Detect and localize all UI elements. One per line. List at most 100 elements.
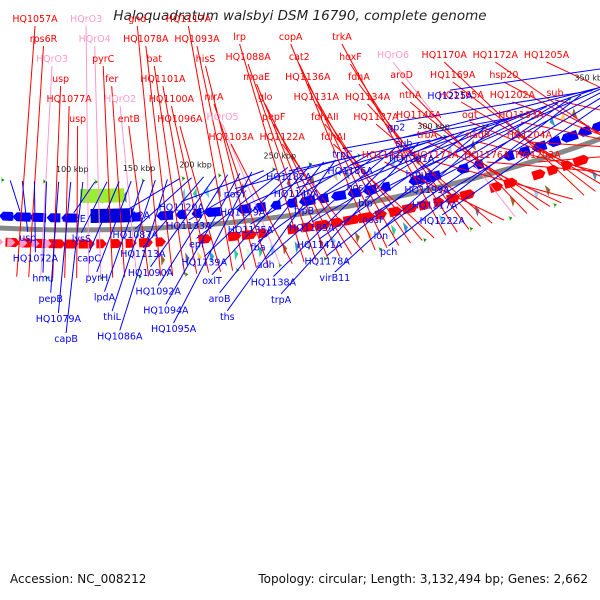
leader-line bbox=[9, 180, 21, 212]
forward-gene-label: hoxF bbox=[339, 52, 362, 63]
cog-box bbox=[294, 241, 300, 254]
forward-gene-label: usp bbox=[69, 114, 86, 125]
rna-gene bbox=[43, 239, 52, 248]
leader-line-layer bbox=[9, 25, 600, 334]
forward-gene-label: nadR bbox=[466, 130, 491, 141]
reverse-gene-label: HQ1094A bbox=[143, 305, 189, 316]
reverse-gene-label: HQ1178A bbox=[304, 257, 350, 268]
cog-box bbox=[309, 173, 315, 186]
reverse-gene-label: capB bbox=[54, 334, 78, 345]
leader-line bbox=[319, 127, 478, 240]
forward-gene-label: HQ1142A bbox=[362, 150, 408, 161]
leader-line bbox=[173, 171, 253, 324]
forward-gene-label: HQrO3 bbox=[70, 14, 102, 25]
forward-gene-label: HQ1170A bbox=[422, 50, 468, 61]
reverse-gene-arrow bbox=[577, 125, 593, 137]
leader-line bbox=[342, 117, 513, 150]
leader-line bbox=[426, 141, 562, 204]
leader-line bbox=[128, 125, 150, 277]
reverse-gene-label: nosY bbox=[224, 190, 247, 201]
leader-line bbox=[145, 45, 174, 276]
reverse-gene-label: HQ1140A bbox=[274, 189, 320, 200]
leader-line bbox=[529, 141, 600, 147]
reverse-gene-label: usp bbox=[19, 233, 36, 244]
leader-line bbox=[434, 97, 600, 201]
leader-line bbox=[546, 61, 600, 88]
leader-line bbox=[88, 181, 120, 253]
leader-line bbox=[213, 103, 269, 267]
accession-text: Accession: NC_008212 bbox=[10, 572, 147, 586]
leader-line bbox=[554, 99, 600, 111]
cog-box bbox=[185, 252, 190, 265]
reverse-gene-label: hmu2 bbox=[406, 170, 433, 181]
reverse-gene-label: HQ1135A bbox=[228, 225, 274, 236]
marker-tick bbox=[377, 246, 383, 252]
reverse-gene-label: HQ1186A bbox=[328, 166, 374, 177]
reverse-gene-arrow bbox=[175, 209, 187, 220]
reverse-gene-label: adh bbox=[257, 260, 275, 271]
leader-line bbox=[234, 157, 348, 190]
reverse-gene-label: HQ1179A bbox=[220, 207, 266, 218]
leader-line bbox=[435, 161, 573, 200]
forward-gene-label: HQ1057A bbox=[12, 14, 58, 25]
leader-line bbox=[40, 65, 53, 278]
tick-label: 350 kbp bbox=[574, 74, 600, 83]
leader-line bbox=[265, 147, 396, 260]
forward-gene-label: HQrO4 bbox=[79, 34, 111, 45]
marker-tick bbox=[552, 202, 557, 208]
reverse-gene-label: HQ1139A bbox=[182, 258, 228, 269]
forward-gene-label: moaE bbox=[243, 72, 270, 83]
leader-line bbox=[334, 120, 501, 273]
leader-line bbox=[324, 123, 423, 241]
forward-gene-label: gnd bbox=[128, 14, 146, 25]
forward-gene-label: glo bbox=[258, 92, 273, 103]
forward-gene-label: nthA bbox=[399, 90, 422, 101]
map-title: Haloquadratum walsbyi DSM 16790, complet… bbox=[113, 8, 487, 24]
leader-line bbox=[273, 123, 353, 255]
leader-line bbox=[196, 45, 245, 270]
leader-line bbox=[188, 168, 277, 221]
reverse-gene-label: trpB bbox=[294, 206, 314, 217]
reverse-gene-label: HQ1222A bbox=[420, 216, 466, 227]
reverse-gene-label: gp2 bbox=[387, 123, 405, 134]
cog-box bbox=[258, 245, 263, 258]
cog-box bbox=[560, 111, 567, 124]
leader-line bbox=[80, 181, 108, 234]
reverse-gene-label: HQ1095A bbox=[151, 324, 197, 335]
leader-line bbox=[136, 25, 162, 276]
forward-gene-label: trbA bbox=[417, 130, 438, 141]
leader-line bbox=[512, 101, 600, 135]
forward-gene-label: sub bbox=[546, 88, 563, 99]
marker-tick bbox=[217, 173, 222, 179]
forward-gene-label: entB bbox=[118, 114, 140, 125]
forward-gene-label: HQ1134A bbox=[345, 92, 391, 103]
forward-gene-arrow bbox=[110, 239, 123, 249]
forward-gene-label: HQ1172A bbox=[473, 50, 519, 61]
leader-line bbox=[256, 83, 329, 259]
forward-gene-arrow bbox=[342, 214, 361, 226]
reverse-gene-label: trpA bbox=[271, 295, 292, 306]
marker-tick bbox=[94, 179, 99, 185]
reverse-gene-label: virB11 bbox=[319, 273, 350, 284]
cog-box bbox=[344, 167, 350, 180]
large-reverse-block bbox=[79, 188, 134, 223]
leader-line bbox=[142, 176, 204, 249]
reverse-gene-label: HQ1217A bbox=[412, 201, 458, 212]
forward-gene-arrow bbox=[301, 222, 315, 233]
reverse-gene-label: trpC bbox=[332, 150, 353, 161]
leader-line bbox=[396, 90, 593, 123]
reverse-gene-label: HQ1079A bbox=[36, 314, 82, 325]
reverse-gene-label: HQ1120A bbox=[159, 203, 205, 214]
leader-line bbox=[411, 86, 600, 154]
leader-line bbox=[442, 104, 600, 216]
gene-label-layer: HQ1057A rps6R HQrO3 usp HQ1077A usp HQrO3 HQrO4… bbox=[12, 14, 570, 345]
reverse-gene-label: HQ1141A bbox=[297, 240, 343, 251]
leader-line bbox=[239, 43, 305, 263]
forward-gene-label: hsp20 bbox=[489, 70, 518, 81]
forward-gene-label: HQ1169A bbox=[430, 70, 476, 81]
marker-tick bbox=[468, 226, 474, 232]
backbone-layer bbox=[0, 136, 600, 233]
forward-gene-label: HQ1078A bbox=[123, 34, 169, 45]
reverse-gene-label: lysS bbox=[72, 234, 91, 245]
marker-tick bbox=[322, 256, 328, 262]
